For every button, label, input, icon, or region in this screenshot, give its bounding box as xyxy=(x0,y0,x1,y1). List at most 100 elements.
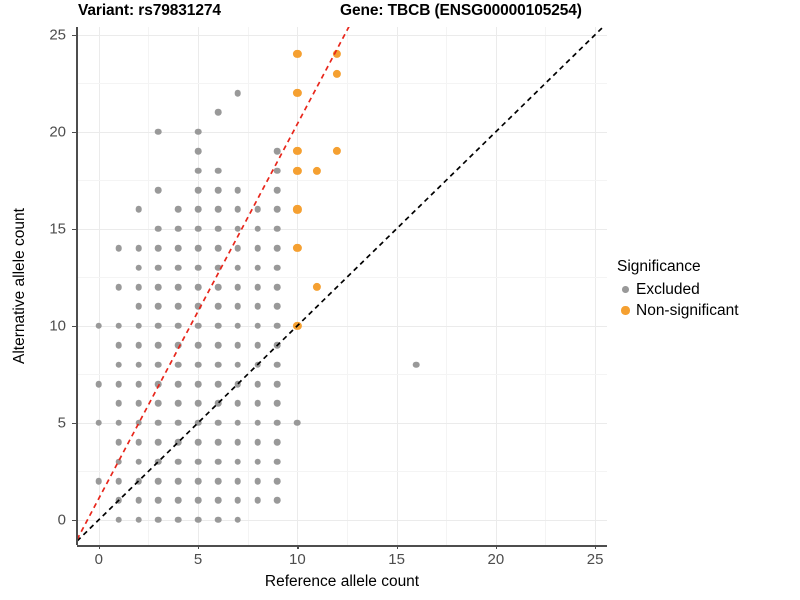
data-point-excluded xyxy=(194,341,202,349)
data-point-excluded xyxy=(174,244,182,252)
data-point-excluded xyxy=(135,206,142,213)
x-tick-mark xyxy=(198,545,200,549)
data-point-excluded xyxy=(174,206,182,213)
x-tick-label: 25 xyxy=(586,551,604,568)
data-point-excluded xyxy=(214,109,222,116)
data-point-excluded xyxy=(155,380,162,388)
data-point-excluded xyxy=(95,322,103,330)
data-point-excluded xyxy=(214,400,222,407)
data-point-excluded xyxy=(155,225,162,233)
data-point-excluded xyxy=(234,458,242,465)
x-tick-mark xyxy=(495,545,498,549)
data-point-excluded xyxy=(155,186,162,194)
data-point-excluded xyxy=(234,477,242,485)
y-tick-mark xyxy=(72,422,76,425)
gridline-vertical xyxy=(396,27,398,545)
data-point-excluded xyxy=(135,380,142,388)
data-point-excluded xyxy=(135,400,142,407)
gridline-horizontal xyxy=(77,34,607,36)
data-point-excluded xyxy=(254,283,261,291)
x-tick-mark xyxy=(297,545,299,549)
legend-entry[interactable]: Excluded xyxy=(617,279,797,300)
data-point-excluded xyxy=(234,206,242,213)
data-point-excluded xyxy=(155,128,162,136)
y-tick-mark xyxy=(72,228,76,231)
data-point-excluded xyxy=(234,225,242,233)
data-point-excluded xyxy=(155,244,162,252)
data-point-excluded xyxy=(115,419,122,427)
data-point-excluded xyxy=(274,380,281,388)
data-point-excluded xyxy=(234,419,242,427)
data-point-excluded xyxy=(214,361,222,368)
data-point-excluded xyxy=(234,303,242,310)
data-point-excluded xyxy=(174,477,182,485)
data-point-excluded xyxy=(155,516,162,524)
y-tick-label: 10 xyxy=(49,317,66,335)
legend-swatch xyxy=(622,286,629,293)
data-point-excluded xyxy=(234,283,242,291)
data-point-excluded xyxy=(115,400,122,407)
data-point-excluded xyxy=(254,477,261,485)
data-point-excluded xyxy=(174,341,182,349)
data-point-excluded xyxy=(274,497,281,504)
data-point-excluded xyxy=(274,244,281,252)
data-point-excluded xyxy=(274,264,281,271)
y-tick-mark xyxy=(72,519,76,522)
data-point-excluded xyxy=(254,225,261,233)
y-tick-label: 25 xyxy=(49,26,66,44)
data-point-excluded xyxy=(214,283,222,291)
data-point-excluded xyxy=(214,244,222,252)
gridline-vertical xyxy=(297,27,299,545)
data-point-excluded xyxy=(155,400,162,407)
data-point-excluded xyxy=(234,186,242,194)
data-point-excluded xyxy=(155,458,162,465)
legend-title: Significance xyxy=(617,258,701,275)
data-point-excluded xyxy=(174,303,182,310)
data-point-excluded xyxy=(174,380,182,388)
y-axis-line xyxy=(76,27,78,545)
data-point-excluded xyxy=(135,244,142,252)
variant-title: Variant: rs79831274 xyxy=(78,2,221,19)
data-point-excluded xyxy=(174,458,182,465)
data-point-excluded xyxy=(254,361,261,368)
data-point-excluded xyxy=(234,244,242,252)
data-point-excluded xyxy=(194,419,202,427)
data-point-excluded xyxy=(174,361,182,368)
x-tick-label: 15 xyxy=(388,551,405,568)
legend-entry[interactable]: Non-significant xyxy=(617,300,797,321)
data-point-excluded xyxy=(194,497,202,504)
data-point-excluded xyxy=(254,458,261,465)
gridline-vertical xyxy=(595,27,597,545)
data-point-excluded xyxy=(274,419,281,427)
x-axis-line xyxy=(77,545,607,547)
y-tick-mark xyxy=(72,34,76,37)
data-point-excluded xyxy=(95,419,103,427)
data-point-excluded xyxy=(194,225,202,233)
data-point-excluded xyxy=(135,303,142,310)
data-point-excluded xyxy=(214,167,222,174)
data-point-excluded xyxy=(234,264,242,271)
data-point-excluded xyxy=(214,186,222,194)
data-point-excluded xyxy=(214,438,222,446)
data-point-excluded xyxy=(135,497,142,504)
data-point-excluded xyxy=(135,322,142,330)
data-point-excluded xyxy=(194,516,202,524)
data-point-excluded xyxy=(274,147,281,155)
data-point-excluded xyxy=(254,303,261,310)
data-point-excluded xyxy=(254,419,261,427)
data-point-excluded xyxy=(234,322,242,330)
gridline-horizontal-minor xyxy=(77,277,607,279)
y-tick-label: 20 xyxy=(49,123,66,141)
data-point-excluded xyxy=(194,400,202,407)
data-point-excluded xyxy=(155,341,162,349)
data-point-excluded xyxy=(115,341,122,349)
data-point-excluded xyxy=(115,322,122,330)
data-point-excluded xyxy=(174,497,182,504)
gridline-horizontal-minor xyxy=(77,374,607,376)
data-point-excluded xyxy=(174,516,182,524)
legend-entry-list: Excluded Non-significant xyxy=(617,279,797,321)
data-point-excluded xyxy=(115,438,122,446)
legend: Significance Excluded Non-significant xyxy=(617,258,797,321)
data-point-excluded xyxy=(274,458,281,465)
data-point-excluded xyxy=(254,322,261,330)
